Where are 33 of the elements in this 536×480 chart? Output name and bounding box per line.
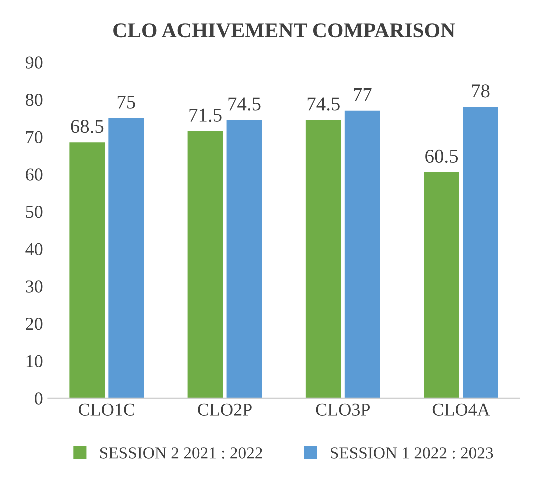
data-label: 74.5 [228,98,261,111]
x-tick-label: CLO4A [432,404,490,416]
y-tick-label: 90 [26,56,43,69]
data-label: 77 [354,88,372,102]
bar [188,131,224,398]
legend-label: SESSION 1 2022 : 2023 [331,448,494,459]
x-tick-label: CLO3P [316,404,370,416]
data-label: 71.5 [190,108,222,122]
data-label: 75 [118,96,136,109]
x-tick-label: CLO2P [198,404,252,416]
bar [108,118,144,398]
y-tick-label: 60 [26,168,43,181]
y-tick-label: 80 [26,94,43,106]
x-tick-label: CLO1C [79,404,134,416]
y-tick-label: 50 [26,206,43,218]
y-tick-label: 10 [26,355,43,368]
chart-title: CLO ACHIVEMENT COMPARISON [114,24,456,38]
data-label: 60.5 [426,150,458,164]
y-tick-label: 40 [26,243,43,256]
data-label: 74.5 [308,98,340,111]
data-label: 78 [472,84,490,98]
bar [70,142,106,398]
legend-label: SESSION 2 2021 : 2022 [100,448,262,459]
bar [226,120,262,398]
y-tick-label: 0 [35,392,43,405]
y-tick-label: 20 [26,318,43,330]
bar [306,120,342,398]
bar [344,110,380,398]
bar [463,107,498,398]
bar [424,172,460,398]
y-tick-label: 70 [26,131,43,144]
data-label: 68.5 [71,120,104,134]
y-tick-label: 30 [26,280,43,293]
